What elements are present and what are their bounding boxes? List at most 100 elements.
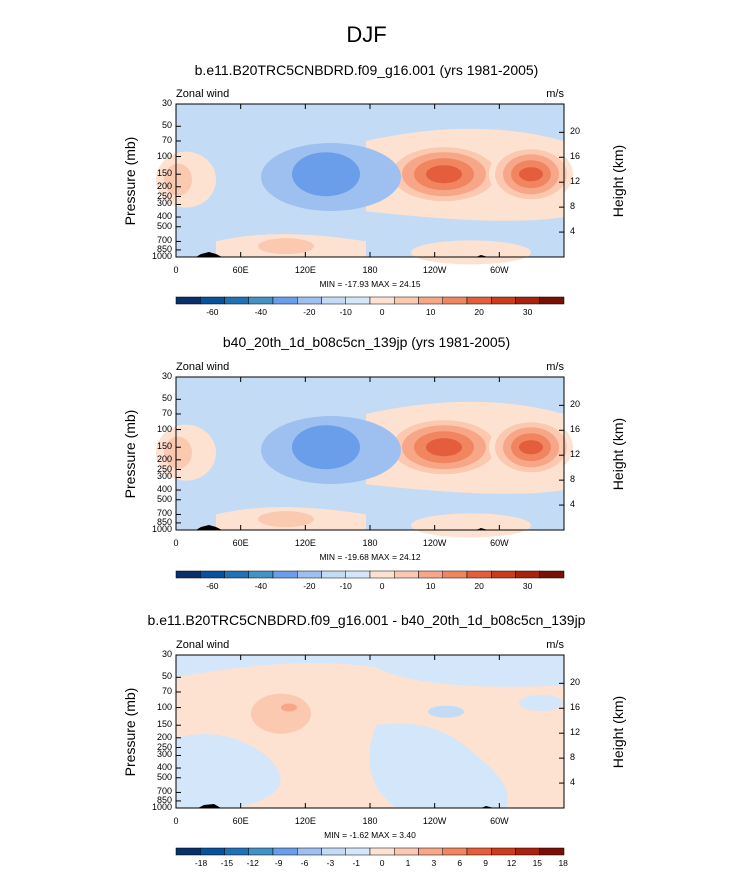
topography: [196, 252, 222, 257]
colorbar-box: [394, 296, 419, 305]
lowlevel-contour: [258, 511, 314, 528]
colorbar-box: [491, 570, 516, 579]
colorbar-label: 0: [379, 581, 385, 591]
y-tick-label: 50: [161, 120, 172, 131]
west-jet-contour: [164, 436, 192, 469]
colorbar-box: [539, 570, 565, 579]
colorbar-box: [224, 570, 249, 579]
x-tick-label: 0: [173, 816, 179, 826]
y-tick-label: 200: [156, 180, 172, 191]
colorbar-box: [369, 570, 395, 579]
colorbar-box: [248, 570, 274, 579]
negative-contour: [519, 694, 563, 711]
x-tick-label: 60E: [232, 265, 249, 275]
lowlevel-contour: [258, 238, 314, 255]
y-tick-label: 500: [156, 493, 172, 504]
y-axis-label: Pressure (mb): [122, 136, 138, 225]
colorbar-box: [345, 847, 371, 856]
colorbar-label: -60: [206, 581, 219, 591]
y-right-tick-label: 4: [570, 226, 576, 237]
x-tick-label: 120W: [422, 538, 447, 548]
colorbar-label: -40: [254, 581, 268, 591]
y-tick-label: 100: [156, 423, 172, 434]
positive-contour: [281, 703, 297, 712]
x-tick-label: 120E: [294, 816, 316, 826]
lowlevel-contour: [411, 240, 531, 265]
colorbar-label: -3: [326, 858, 335, 868]
y-axis-label-right: Height (km): [610, 695, 626, 768]
y-tick-label: 1000: [151, 524, 172, 534]
min-max-stats: MIN = -17.93 MAX = 24.15: [319, 279, 421, 289]
y-tick-label: 150: [156, 719, 172, 730]
y-tick-label: 150: [156, 441, 172, 452]
jet-contour: [426, 165, 462, 184]
y-tick-label: 300: [156, 198, 172, 209]
jet-contour: [519, 440, 543, 455]
colorbar-label: 1: [405, 858, 411, 868]
panel-title: b40_20th_1d_b08c5cn_139jp (yrs 1981-2005…: [222, 334, 511, 350]
negative-contour: [428, 705, 464, 718]
contour-field: [176, 655, 564, 808]
colorbar-box: [418, 570, 443, 579]
colorbar-label: 10: [425, 307, 436, 317]
colorbar-label: 6: [457, 858, 463, 868]
x-tick-label: 180: [362, 538, 378, 548]
contour-field: [156, 377, 573, 538]
y-right-tick-label: 16: [570, 702, 581, 713]
y-tick-label: 250: [156, 741, 172, 752]
y-right-tick-label: 12: [570, 727, 581, 738]
colorbar-box: [442, 847, 468, 856]
topography: [196, 525, 222, 530]
colorbar-box: [175, 847, 201, 856]
lowlevel-contour: [411, 513, 531, 538]
colorbar-label: 12: [506, 858, 517, 868]
y-tick-label: 300: [156, 749, 172, 760]
colorbar-box: [200, 296, 225, 305]
y-tick-label: 200: [156, 731, 172, 742]
colorbar-box: [442, 296, 468, 305]
y-right-tick-label: 20: [570, 399, 581, 410]
colorbar-label: -10: [339, 307, 352, 317]
colorbar-box: [321, 847, 346, 856]
x-tick-label: 60E: [232, 816, 249, 826]
x-tick-label: 60E: [232, 538, 249, 548]
colorbar-box: [200, 847, 225, 856]
x-tick-label: 60W: [490, 538, 509, 548]
y-tick-label: 700: [156, 508, 172, 519]
left-label: Zonal wind: [176, 361, 230, 373]
colorbar-label: -40: [254, 307, 268, 317]
y-tick-label: 400: [156, 211, 172, 222]
colorbar-label: 3: [431, 858, 437, 868]
x-tick-label: 180: [362, 816, 378, 826]
y-axis-label-right: Height (km): [610, 144, 626, 217]
colorbar-box: [369, 296, 395, 305]
y-tick-label: 250: [156, 190, 172, 201]
x-tick-label: 120E: [294, 265, 316, 275]
contour-field: [156, 104, 573, 265]
y-tick-label: 850: [156, 516, 172, 527]
y-tick-label: 850: [156, 243, 172, 254]
negative-contour: [176, 734, 281, 808]
colorbar-box: [297, 570, 322, 579]
colorbar-label: -9: [274, 858, 283, 868]
colorbar-box: [491, 847, 516, 856]
easterly-contour: [292, 152, 360, 197]
colorbar-box: [466, 570, 492, 579]
y-tick-label: 1000: [151, 802, 172, 812]
y-right-tick-label: 16: [570, 151, 581, 162]
x-tick-label: 60W: [490, 816, 509, 826]
x-tick-label: 60W: [490, 265, 509, 275]
colorbar-box: [345, 296, 371, 305]
colorbar-box: [466, 296, 492, 305]
min-max-stats: MIN = -1.62 MAX = 3.40: [324, 830, 416, 840]
easterly-contour: [292, 425, 360, 470]
colorbar-box: [175, 296, 201, 305]
x-tick-label: 120W: [422, 816, 447, 826]
y-tick-label: 100: [156, 701, 172, 712]
colorbar-label: -6: [300, 858, 309, 868]
colorbar-label: 15: [532, 858, 543, 868]
colorbar-box: [515, 847, 540, 856]
colorbar-box: [491, 296, 516, 305]
panel-title: b.e11.B20TRC5CNBDRD.f09_g16.001 (yrs 198…: [194, 62, 539, 78]
y-right-tick-label: 20: [570, 126, 581, 137]
